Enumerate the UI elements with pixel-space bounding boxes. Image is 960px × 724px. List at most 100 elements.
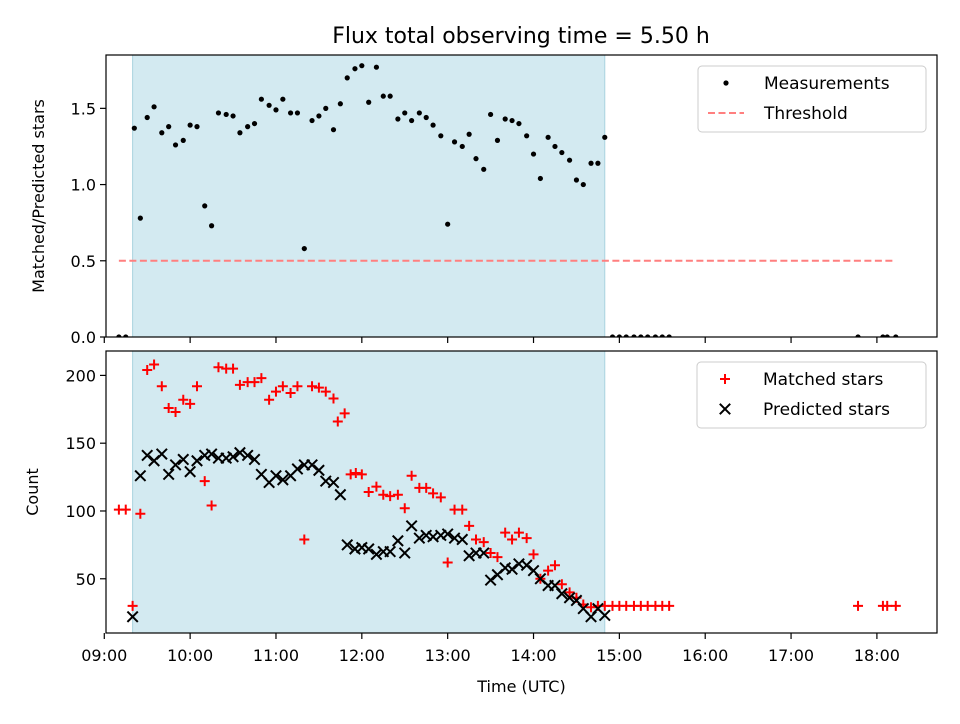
y-tick-label: 0.0 <box>71 328 96 347</box>
measurements-point <box>280 96 286 102</box>
matched-stars-point <box>521 533 532 544</box>
matched-stars-point <box>421 482 432 493</box>
measurements-point <box>208 223 215 229</box>
matched-stars-point <box>385 491 396 502</box>
measurements-point <box>580 181 586 188</box>
matched-stars-point <box>328 393 339 404</box>
y-tick-label: 200 <box>65 366 96 385</box>
matched-stars-point <box>292 381 303 392</box>
legend-marker-icon <box>719 403 731 415</box>
x-tick-label: 17:00 <box>768 646 814 665</box>
measurements-point <box>445 221 451 227</box>
x-tick-label: 15:00 <box>596 646 642 665</box>
measurements-point <box>131 125 137 131</box>
matched-stars-point <box>507 534 518 545</box>
measurements-point <box>524 133 530 139</box>
matched-stars-point <box>363 487 374 497</box>
measurements-point <box>402 110 408 116</box>
measurements-point <box>194 124 200 130</box>
matched-stars-point <box>543 565 554 576</box>
measurements-point <box>423 114 429 121</box>
measurements-point <box>352 66 358 72</box>
matched-stars-point <box>478 537 489 548</box>
measurements-point <box>616 334 622 337</box>
measurements-point <box>166 124 172 130</box>
y-tick-label: 1.0 <box>71 176 96 195</box>
matched-stars-point <box>399 503 410 514</box>
measurements-point <box>294 110 301 116</box>
x-tick-label: 10:00 <box>167 646 213 665</box>
matched-stars-point <box>127 600 138 611</box>
matched-stars-point <box>234 379 245 390</box>
matched-stars-point <box>406 470 417 481</box>
matched-stars-point <box>564 587 575 598</box>
measurements-point <box>609 334 616 337</box>
predicted-stars-point <box>291 463 304 475</box>
measurements-point <box>395 116 401 122</box>
measurements-point <box>123 334 129 337</box>
x-tick-label: 09:00 <box>81 646 127 665</box>
measurements-point <box>473 156 479 162</box>
measurements-point <box>588 160 594 166</box>
matched-stars-point <box>332 416 343 427</box>
measurements-point <box>893 334 899 337</box>
matched-stars-point <box>882 600 893 611</box>
measurements-point <box>137 215 143 221</box>
matched-stars-point <box>264 394 275 405</box>
measurements-point <box>330 127 337 133</box>
predicted-stars-point <box>126 610 139 623</box>
y-axis-label: Matched/Predicted stars <box>29 99 48 293</box>
y-tick-label: 100 <box>65 502 96 521</box>
predicted-stars-point <box>484 574 497 587</box>
measurements-point <box>638 334 644 337</box>
measurements-point <box>509 117 515 124</box>
measurements-point <box>430 122 436 128</box>
measurements-point <box>237 130 243 136</box>
measurements-point <box>855 334 861 337</box>
predicted-stars-point <box>341 538 354 551</box>
matched-stars-point <box>556 579 567 590</box>
matched-stars-point <box>513 527 524 538</box>
matched-stars-point <box>249 377 260 388</box>
matched-stars-point <box>178 394 189 405</box>
predicted-stars-point <box>463 549 476 562</box>
predicted-stars-point <box>477 547 490 559</box>
predicted-stars-point <box>555 587 568 600</box>
matched-stars-point <box>149 359 160 370</box>
y-tick-label: 150 <box>65 434 96 453</box>
legend-box <box>696 361 927 429</box>
measurements-point <box>316 113 322 119</box>
matched-stars-point <box>471 534 482 545</box>
matched-stars-point <box>339 408 350 419</box>
matched-stars-point <box>435 492 446 503</box>
x-tick-label: 11:00 <box>253 646 299 665</box>
x-tick-label: 16:00 <box>682 646 728 665</box>
measurements-point <box>537 175 543 182</box>
measurements-point <box>602 134 608 140</box>
predicted-stars-point <box>155 448 168 460</box>
measurements-point <box>459 143 465 150</box>
predicted-stars-point <box>227 450 239 463</box>
predicted-stars-point <box>520 559 533 572</box>
measurements-point <box>309 117 315 124</box>
measurements-point <box>595 160 601 166</box>
matched-stars-point <box>378 489 389 500</box>
measurements-point <box>652 334 659 337</box>
measurements-point <box>359 63 365 69</box>
matched-stars-point <box>142 364 153 375</box>
matched-stars-point <box>428 488 439 499</box>
predicted-stars-point <box>205 448 218 460</box>
predicted-stars-point <box>141 449 154 462</box>
measurements-point <box>172 142 179 148</box>
matched-stars-point <box>256 373 267 384</box>
top-panel: 0.0 0.5 1.0 1.5 Matched/Predicted stars Measu… <box>29 54 938 347</box>
predicted-stars-point <box>169 458 182 471</box>
predicted-stars-point <box>456 533 469 546</box>
matched-stars-point <box>270 386 281 397</box>
measurements-point <box>366 99 372 105</box>
predicted-stars-point <box>391 534 404 547</box>
x-tick-label: 12:00 <box>339 646 385 665</box>
measurements-point <box>337 101 343 107</box>
measurements-point <box>645 334 651 337</box>
